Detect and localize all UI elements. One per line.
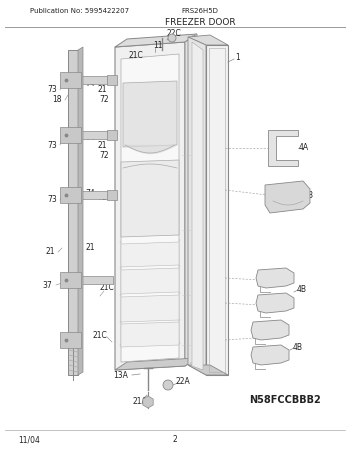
Text: 21C: 21C [129,50,144,59]
Polygon shape [268,130,298,166]
Text: 21C: 21C [100,284,114,293]
Polygon shape [115,34,197,47]
Polygon shape [121,242,179,267]
Polygon shape [251,345,289,365]
Text: FRS26H5D: FRS26H5D [182,8,218,14]
Text: 6B: 6B [303,191,313,199]
Text: 22C: 22C [167,29,181,38]
Text: 73: 73 [47,140,57,149]
Polygon shape [121,322,179,347]
Polygon shape [256,268,294,288]
Text: 22A: 22A [176,377,190,386]
Text: 74: 74 [85,134,95,143]
Text: 37: 37 [42,280,52,289]
Polygon shape [60,127,81,143]
Polygon shape [60,72,81,88]
Text: 72: 72 [97,193,107,202]
Polygon shape [121,295,179,322]
Polygon shape [256,293,294,313]
Polygon shape [80,276,113,284]
Polygon shape [107,190,117,200]
Polygon shape [143,396,153,408]
Polygon shape [188,35,228,45]
Text: 2: 2 [173,435,177,444]
Polygon shape [80,76,113,84]
Polygon shape [115,42,185,370]
Text: 13A: 13A [113,371,128,380]
Polygon shape [115,358,197,370]
Text: 21A: 21A [133,397,147,406]
Polygon shape [121,160,179,237]
Text: 11: 11 [153,40,163,49]
Text: 72: 72 [99,150,109,159]
Polygon shape [80,191,113,199]
Circle shape [163,380,173,390]
Text: N58FCCBBB2: N58FCCBBB2 [249,395,321,405]
Polygon shape [68,50,78,375]
Text: 73: 73 [47,86,57,95]
Polygon shape [206,45,228,375]
Text: 4B: 4B [297,285,307,294]
Polygon shape [107,75,117,85]
Text: 21: 21 [85,244,95,252]
Circle shape [168,34,176,42]
Text: 21C: 21C [93,331,107,339]
Text: 21: 21 [46,247,55,256]
Polygon shape [78,47,83,375]
Polygon shape [121,268,179,294]
Polygon shape [60,332,81,348]
Text: 73: 73 [47,196,57,204]
Text: 74: 74 [85,78,95,87]
Polygon shape [192,42,203,370]
Polygon shape [121,54,179,362]
Text: 72: 72 [99,96,109,105]
Text: FREEZER DOOR: FREEZER DOOR [165,18,235,27]
Polygon shape [107,130,117,140]
Text: 11/04: 11/04 [18,435,40,444]
Text: Publication No: 5995422207: Publication No: 5995422207 [30,8,129,14]
Text: 74: 74 [85,188,95,198]
Polygon shape [185,34,197,366]
Text: 21: 21 [97,140,107,149]
Polygon shape [80,131,113,139]
Polygon shape [265,181,310,213]
Text: 21: 21 [97,86,107,95]
Text: 18: 18 [52,96,62,105]
Polygon shape [123,81,177,147]
Text: 4B: 4B [293,343,303,352]
Polygon shape [60,272,81,288]
Polygon shape [60,187,81,203]
Text: 4A: 4A [299,144,309,153]
Polygon shape [188,365,228,375]
Text: 1: 1 [236,53,240,62]
Polygon shape [251,320,289,340]
Polygon shape [188,37,206,375]
